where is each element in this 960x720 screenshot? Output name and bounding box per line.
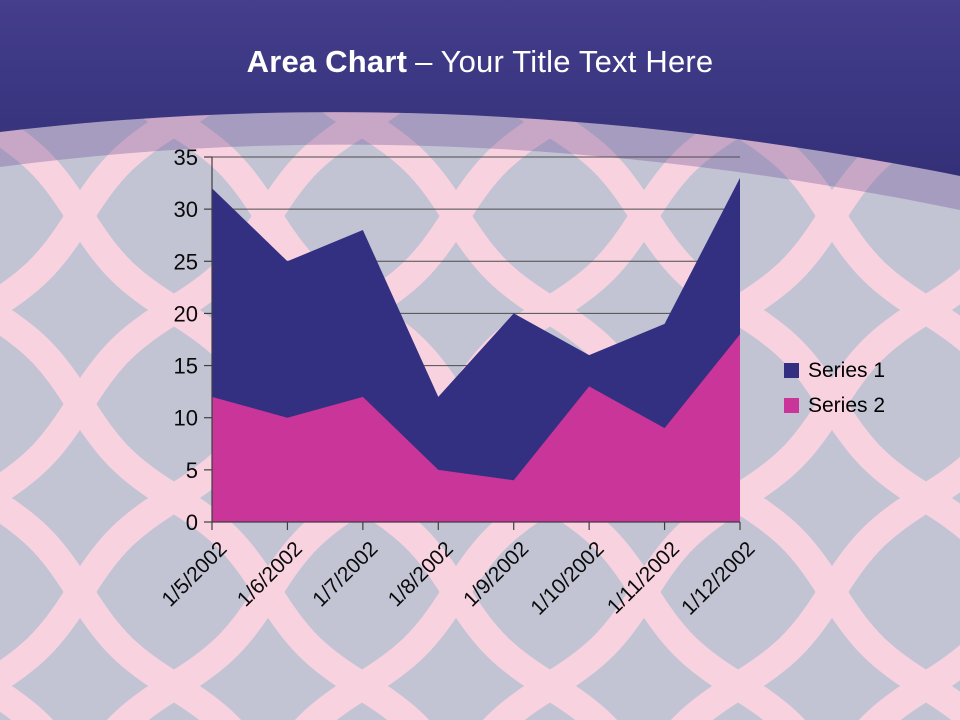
header-arc xyxy=(0,0,960,176)
y-axis-label: 25 xyxy=(174,249,198,274)
legend-label: Series 2 xyxy=(808,394,886,417)
chart-legend: Series 1 Series 2 xyxy=(784,360,885,416)
legend-label: Series 1 xyxy=(808,359,886,382)
legend-swatch xyxy=(784,398,799,413)
y-axis-label: 0 xyxy=(186,510,198,535)
slide-title: Area Chart – Your Title Text Here xyxy=(0,44,960,80)
y-axis-label: 10 xyxy=(174,406,198,431)
legend-item: Series 1 xyxy=(784,360,885,381)
y-axis-label: 20 xyxy=(174,301,198,326)
legend-item: Series 2 xyxy=(784,395,885,416)
y-axis-label: 30 xyxy=(174,197,198,222)
y-axis-label: 35 xyxy=(174,145,198,170)
y-axis-label: 5 xyxy=(186,458,198,483)
x-axis-label: 1/6/2002 xyxy=(233,537,307,611)
legend-swatch xyxy=(784,363,799,378)
title-separator: – xyxy=(415,44,433,79)
x-axis-label: 1/8/2002 xyxy=(384,537,458,611)
series-area-series-2 xyxy=(212,334,740,522)
x-axis-label: 1/5/2002 xyxy=(157,537,231,611)
x-axis-label: 1/9/2002 xyxy=(459,537,533,611)
title-subtitle-text: Your Title Text Here xyxy=(440,44,714,79)
x-axis-label: 1/11/2002 xyxy=(603,537,684,618)
x-axis-label: 1/10/2002 xyxy=(526,537,608,619)
y-axis-label: 15 xyxy=(174,354,198,379)
title-bold-text: Area Chart xyxy=(246,44,408,79)
x-axis-label: 1/12/2002 xyxy=(677,537,759,619)
x-axis-label: 1/7/2002 xyxy=(308,537,382,611)
